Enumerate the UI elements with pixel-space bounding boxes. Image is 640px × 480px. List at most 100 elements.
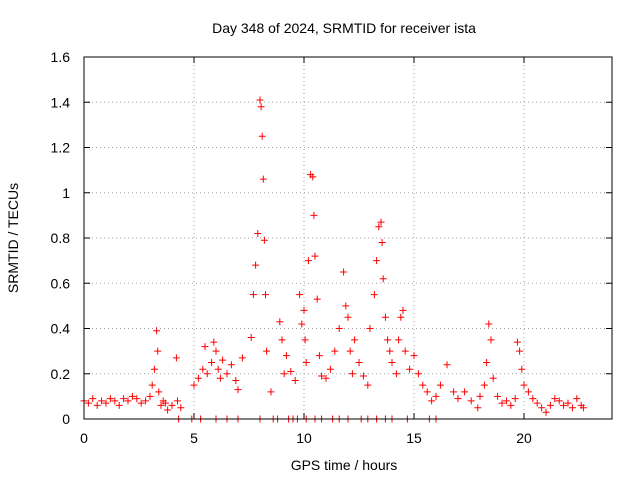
x-tick-labels: 0 5 10 15 20 (80, 430, 532, 446)
x-tick-label: 0 (80, 430, 88, 446)
data-point (331, 347, 339, 355)
data-point (84, 399, 92, 407)
data-point (208, 358, 216, 366)
chart-title: Day 348 of 2024, SRMTID for receiver ist… (212, 20, 476, 36)
data-point (210, 338, 218, 346)
data-point (291, 377, 299, 385)
data-point (214, 365, 222, 373)
data-point (315, 352, 323, 360)
data-point (300, 306, 308, 314)
data-point (377, 218, 385, 226)
data-point (487, 336, 495, 344)
data-point (511, 395, 519, 403)
series-SRMTID (80, 96, 587, 416)
y-tick-label: 0.4 (51, 321, 71, 337)
data-point (401, 347, 409, 355)
data-point (276, 318, 284, 326)
data-point (579, 404, 587, 412)
data-point (311, 252, 319, 260)
data-point (128, 392, 136, 400)
data-point (432, 392, 440, 400)
data-point (254, 229, 262, 237)
data-point (234, 386, 242, 394)
data-point (480, 381, 488, 389)
y-tick-label: 0.8 (51, 230, 71, 246)
data-point (518, 365, 526, 373)
data-point (381, 313, 389, 321)
x-tick-label: 15 (406, 430, 422, 446)
data-point (98, 397, 106, 405)
data-point (364, 381, 372, 389)
data-point (355, 358, 363, 366)
data-point (120, 395, 128, 403)
y-tick-label: 0.6 (51, 275, 71, 291)
data-point (278, 336, 286, 344)
data-point (555, 397, 563, 405)
data-point (168, 401, 176, 409)
data-point (146, 392, 154, 400)
x-axis-label: GPS time / hours (291, 457, 398, 473)
data-point (348, 370, 356, 378)
x-tick-label: 20 (516, 430, 532, 446)
data-point (252, 261, 260, 269)
data-point (232, 377, 240, 385)
data-point (564, 399, 572, 407)
data-point (384, 336, 392, 344)
data-point (498, 399, 506, 407)
data-point (260, 236, 268, 244)
y-tick-label: 0.2 (51, 366, 71, 382)
data-point (227, 361, 235, 369)
data-point (223, 370, 231, 378)
data-point (450, 388, 458, 396)
data-point (454, 395, 462, 403)
data-point (267, 388, 275, 396)
data-point (282, 352, 290, 360)
data-point (148, 381, 156, 389)
data-point (190, 381, 198, 389)
data-point (346, 347, 354, 355)
data-point (296, 291, 304, 299)
data-point (93, 401, 101, 409)
data-point (326, 365, 334, 373)
data-point (115, 401, 123, 409)
y-tick-label: 1.4 (51, 94, 71, 110)
data-point (342, 302, 350, 310)
data-point (249, 291, 257, 299)
data-point (153, 327, 161, 335)
data-point (133, 395, 141, 403)
axis-ticks (83, 56, 612, 420)
data-point (164, 406, 172, 414)
data-point (322, 374, 330, 382)
data-point (546, 401, 554, 409)
data-point (485, 320, 493, 328)
data-point (89, 395, 97, 403)
data-point (568, 404, 576, 412)
data-point (318, 372, 326, 380)
data-point (287, 367, 295, 375)
data-point (542, 408, 550, 416)
data-point (551, 395, 559, 403)
y-tick-label: 1.2 (51, 140, 71, 156)
data-point (406, 365, 414, 373)
y-tick-labels: 0 0.2 0.4 0.6 0.8 1 1.2 1.4 1.6 (51, 49, 71, 427)
data-point (370, 291, 378, 299)
data-point (174, 397, 181, 405)
y-axis-label: SRMTID / TECUs (5, 183, 21, 293)
data-point (379, 275, 387, 283)
data-point (502, 397, 510, 405)
data-point (410, 352, 418, 360)
data-point (467, 397, 475, 405)
data-point (201, 343, 209, 351)
data-point (397, 313, 405, 321)
data-point (313, 295, 321, 303)
data-point (366, 325, 374, 332)
data-point (507, 401, 515, 409)
data-point (378, 239, 386, 247)
grid-lines (84, 57, 612, 419)
data-point (150, 365, 158, 373)
data-point (302, 358, 310, 366)
data-point (247, 334, 255, 342)
data-point (340, 268, 348, 276)
data-point (216, 374, 224, 382)
